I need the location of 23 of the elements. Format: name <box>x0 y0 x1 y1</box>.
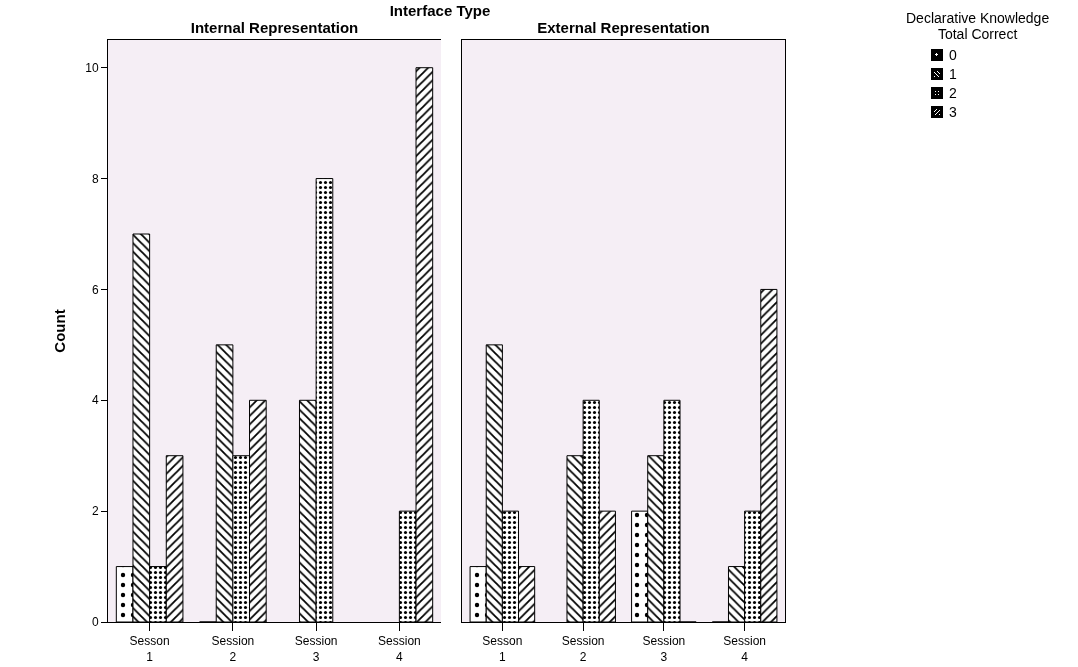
y-tick-label: 8 <box>91 171 99 186</box>
y-tick-label: 0 <box>91 615 99 630</box>
y-tick-label: 2 <box>91 504 99 519</box>
legend-label: 3 <box>949 103 957 120</box>
x-tick-label: Session 3 <box>642 634 686 664</box>
x-tick-label: Sesson 1 <box>482 634 523 664</box>
chart-subtitle: External Representation <box>537 18 710 36</box>
legend-label: 2 <box>949 84 957 101</box>
legend-label: 1 <box>949 65 957 82</box>
y-tick-label: 10 <box>85 60 99 75</box>
legend-label: 0 <box>949 46 957 63</box>
x-tick-label: Session 3 <box>294 634 338 664</box>
x-tick-label: Sesson 1 <box>129 634 170 664</box>
x-tick-label: Session 2 <box>211 634 255 664</box>
y-tick-label: 6 <box>91 282 99 297</box>
x-tick-label: Session 2 <box>561 634 605 664</box>
y-axis-title: Count <box>51 309 69 353</box>
x-tick-label: Session 4 <box>378 634 421 664</box>
chart-title: Interface Type <box>388 2 492 19</box>
legend-title: Declarative Knowledge Total Correct <box>906 10 1050 42</box>
y-tick-label: 4 <box>91 393 99 408</box>
x-tick-label: Session 4 <box>723 634 766 664</box>
chart-subtitle: Internal Representation <box>190 18 359 36</box>
